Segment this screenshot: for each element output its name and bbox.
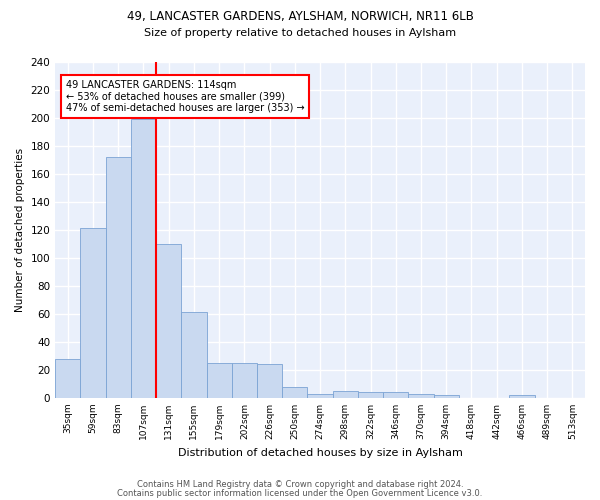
Bar xyxy=(434,395,459,398)
Bar xyxy=(282,386,307,398)
Bar xyxy=(383,392,409,398)
Text: 49 LANCASTER GARDENS: 114sqm
← 53% of detached houses are smaller (399)
47% of s: 49 LANCASTER GARDENS: 114sqm ← 53% of de… xyxy=(66,80,304,113)
Bar xyxy=(409,394,434,398)
Bar xyxy=(80,228,106,398)
Bar xyxy=(509,395,535,398)
Text: Contains public sector information licensed under the Open Government Licence v3: Contains public sector information licen… xyxy=(118,488,482,498)
Text: Contains HM Land Registry data © Crown copyright and database right 2024.: Contains HM Land Registry data © Crown c… xyxy=(137,480,463,489)
Bar xyxy=(106,157,131,398)
Text: Size of property relative to detached houses in Aylsham: Size of property relative to detached ho… xyxy=(144,28,456,38)
Y-axis label: Number of detached properties: Number of detached properties xyxy=(15,148,25,312)
Bar xyxy=(307,394,332,398)
Bar xyxy=(131,119,156,398)
Bar xyxy=(156,244,181,398)
Bar xyxy=(55,358,80,398)
Text: 49, LANCASTER GARDENS, AYLSHAM, NORWICH, NR11 6LB: 49, LANCASTER GARDENS, AYLSHAM, NORWICH,… xyxy=(127,10,473,23)
Bar xyxy=(257,364,282,398)
Bar xyxy=(358,392,383,398)
Bar xyxy=(181,312,206,398)
X-axis label: Distribution of detached houses by size in Aylsham: Distribution of detached houses by size … xyxy=(178,448,463,458)
Bar xyxy=(332,391,358,398)
Bar xyxy=(206,363,232,398)
Bar xyxy=(232,363,257,398)
